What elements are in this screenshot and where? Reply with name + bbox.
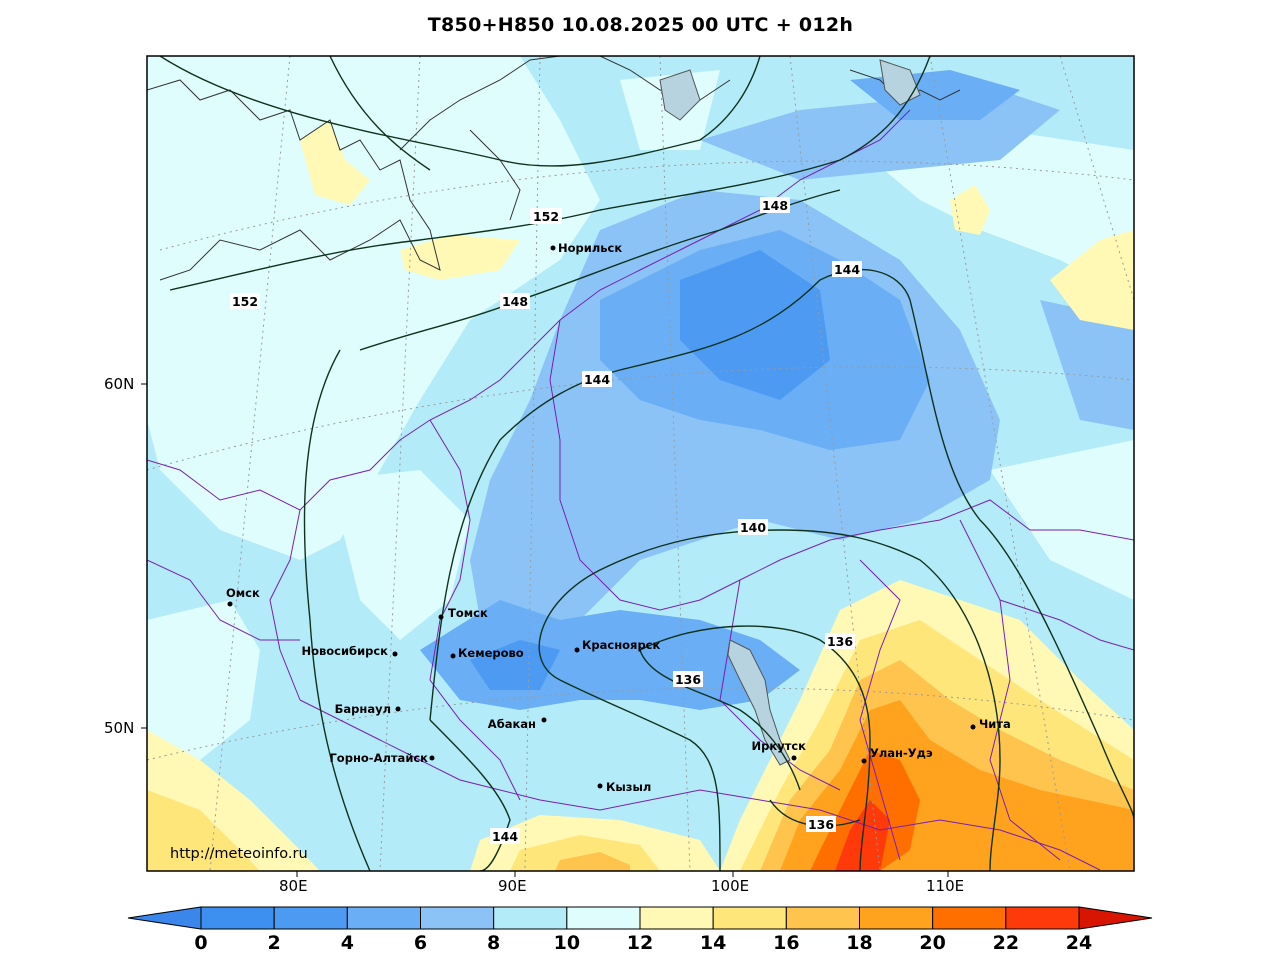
- isohypse-label: 144: [834, 262, 860, 277]
- lon-label-110e: 110E: [926, 877, 965, 895]
- city-label-krasnoyarsk: Красноярск: [582, 638, 660, 652]
- temperature-field: 152 152 148 148 144 144 144 140 136 136 …: [147, 56, 1134, 871]
- isohypse-label: 144: [492, 829, 518, 844]
- lat-label-50n: 50N: [104, 719, 135, 737]
- colorbar-tick-label: 18: [846, 932, 873, 954]
- isohypse-label: 148: [762, 198, 788, 213]
- colorbar-tick-label: 0: [194, 932, 208, 954]
- lon-label-90e: 90E: [498, 877, 527, 895]
- colorbar-tick-label: 16: [773, 932, 800, 954]
- map-title: T850+H850 10.08.2025 00 UTC + 012h: [427, 14, 854, 36]
- colorbar-tick-label: 14: [699, 932, 727, 954]
- city-label-tomsk: Томск: [448, 606, 488, 620]
- city-label-omsk: Омск: [226, 586, 260, 600]
- colorbar-tick-label: 12: [626, 932, 654, 954]
- colorbar-tick-label: 8: [487, 932, 501, 954]
- watermark-link: http://meteoinfo.ru: [170, 846, 308, 862]
- colorbar-tick-label: 2: [267, 932, 281, 954]
- isohypse-label: 144: [584, 372, 610, 387]
- city-label-ulan-ude: Улан-Удэ: [870, 746, 933, 760]
- lon-label-80e: 80E: [279, 877, 308, 895]
- lon-label-100e: 100E: [711, 877, 750, 895]
- isohypse-label: 148: [502, 294, 528, 309]
- city-label-kyzyl: Кызыл: [606, 780, 651, 794]
- colorbar-tick-label: 10: [553, 932, 581, 954]
- city-label-gorno-altaysk: Горно-Алтайск: [329, 751, 428, 765]
- city-label-norilsk: Норильск: [558, 241, 622, 255]
- colorbar-tick-label: 4: [340, 932, 354, 954]
- city-markers: [227, 245, 976, 789]
- city-label-novosibirsk: Новосибирск: [301, 644, 388, 658]
- city-label-irkutsk: Иркутск: [752, 739, 807, 753]
- colorbar-tick-label: 20: [919, 932, 946, 954]
- isohypse-label: 136: [827, 634, 853, 649]
- isohypse-label: 136: [808, 817, 834, 832]
- map-border: [146, 55, 1135, 872]
- city-label-barnaul: Барнаул: [335, 702, 391, 716]
- isohypse-label: 140: [740, 520, 766, 535]
- isohypse-label: 152: [533, 209, 559, 224]
- city-label-chita: Чита: [979, 717, 1011, 731]
- isohypse-label: 152: [232, 294, 258, 309]
- city-label-abakan: Абакан: [488, 717, 536, 731]
- isohypse-label: 136: [675, 672, 701, 687]
- lat-label-60n: 60N: [104, 375, 135, 393]
- colorbar-tick-label: 6: [413, 932, 428, 954]
- colorbar-tick-label: 22: [992, 932, 1020, 954]
- city-label-kemerovo: Кемерово: [458, 646, 524, 660]
- colorbar-tick-label: 24: [1065, 932, 1093, 954]
